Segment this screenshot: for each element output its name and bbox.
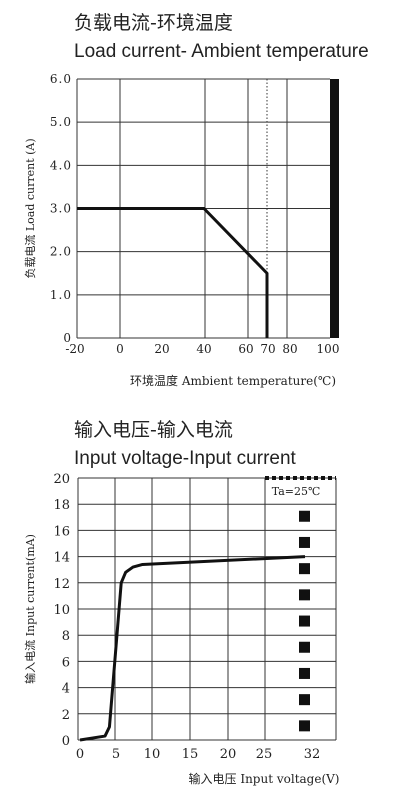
chart2-dashed-marker-block <box>299 720 310 732</box>
chart2-annotation: Ta=25℃ <box>272 485 321 498</box>
chart2-ytick-label: 16 <box>53 524 70 539</box>
chart1-xtick-label: 70 <box>260 342 275 356</box>
chart2-ytick-label: 20 <box>53 472 70 487</box>
chart2-ytick-label: 14 <box>53 551 70 566</box>
chart2-ylabel: 输入电流 Input current(mA) <box>23 534 37 684</box>
chart1-title: 负载电流-环境温度 <box>74 12 233 34</box>
chart2-dashed-marker-block <box>299 667 310 679</box>
chart2-ytick-label: 4 <box>62 682 70 697</box>
chart2-xtick-label: 10 <box>144 747 161 762</box>
chart1-ytick-label: 1.0 <box>50 288 72 302</box>
chart1-xtick-label: 80 <box>282 342 297 356</box>
chart1-xlabel: 环境温度 Ambient temperature(℃) <box>130 373 336 388</box>
chart2-xtick-label: 32 <box>304 747 321 762</box>
chart2-ytick-label: 10 <box>53 603 70 618</box>
chart2-xtick-label: 20 <box>220 747 237 762</box>
chart1-solid-bar <box>330 79 339 338</box>
chart2-dashed-marker-block <box>299 536 310 548</box>
chart2-ytick-label: 12 <box>53 577 70 592</box>
chart1-ytick-label: 0 <box>63 331 72 345</box>
chart2-xtick-label: 0 <box>76 747 84 762</box>
chart2-ytick-label: 2 <box>62 708 70 723</box>
chart1-xtick-label: 100 <box>317 342 340 356</box>
chart1-subtitle: Load current- Ambient temperature <box>74 41 369 62</box>
chart2-xtick-label: 5 <box>112 747 120 762</box>
chart1-ytick-label: 6.0 <box>50 72 72 86</box>
chart1-xtick-label: 40 <box>196 342 211 356</box>
chart2-dashed-marker-block <box>299 563 310 575</box>
chart1-xtick-label: -20 <box>65 342 84 356</box>
chart2-title: 输入电压-输入电流 <box>74 419 233 441</box>
chart1-ytick-label: 3.0 <box>50 202 72 216</box>
chart1-xtick-label: 60 <box>238 342 253 356</box>
chart2-ytick-label: 18 <box>53 498 70 513</box>
chart1-ytick-label: 2.0 <box>50 245 72 259</box>
chart1-ytick-label: 5.0 <box>50 115 72 129</box>
chart2-dashed-marker-block <box>299 641 310 653</box>
chart1-ylabel: 负载电流 Load current (A) <box>23 138 37 278</box>
chart2-ytick-label: 0 <box>62 734 70 749</box>
chart2-dashed-marker-block <box>299 589 310 601</box>
chart2-dashed-marker-block <box>299 510 310 522</box>
chart1-ytick-label: 4.0 <box>50 158 72 172</box>
chart2-xtick-label: 15 <box>182 747 199 762</box>
chart1-series-line <box>77 207 269 338</box>
chart2-ytick-label: 8 <box>62 629 70 644</box>
chart2-xlabel: 输入电压 Input voltage(V) <box>189 771 340 786</box>
chart2-ytick-label: 6 <box>62 655 70 670</box>
chart1-xtick-label: 20 <box>154 342 169 356</box>
chart1-xtick-label: 0 <box>116 342 124 356</box>
chart2-series-line <box>79 555 306 742</box>
chart2-xtick-label: 25 <box>256 747 273 762</box>
chart2-dashed-marker-block <box>299 615 310 627</box>
chart2-dashed-marker-block <box>299 694 310 706</box>
chart2-subtitle: Input voltage-Input current <box>74 448 296 469</box>
